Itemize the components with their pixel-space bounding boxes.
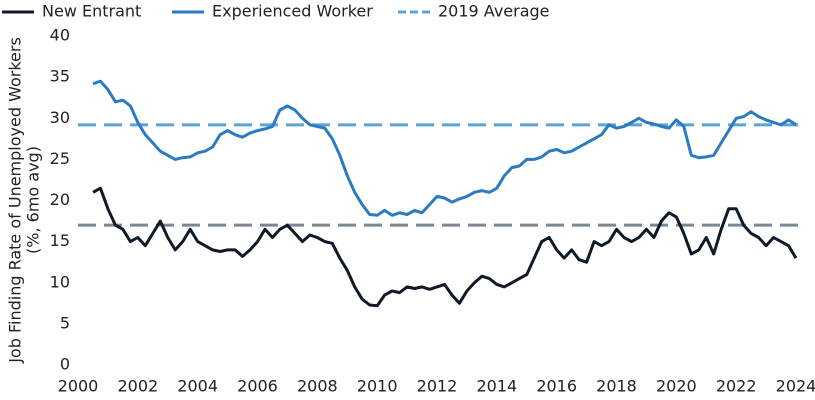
x-tick-label: 2014 xyxy=(476,377,517,396)
y-tick-label: 5 xyxy=(60,313,70,332)
y-tick-label: 30 xyxy=(50,108,70,127)
x-tick-label: 2018 xyxy=(596,377,637,396)
y-axis-label: Job Finding Rate of Unemployed Workers xyxy=(6,37,25,364)
y-tick-label: 25 xyxy=(50,149,70,168)
x-tick-label: 2016 xyxy=(536,377,577,396)
x-tick-label: 2020 xyxy=(656,377,697,396)
legend-label: Experienced Worker xyxy=(212,2,373,21)
series-line xyxy=(92,79,797,217)
x-tick-label: 2008 xyxy=(297,377,338,396)
y-axis-label: (%, 6mo avg) xyxy=(24,146,43,254)
x-tick-label: 2012 xyxy=(417,377,458,396)
x-tick-label: 2024 xyxy=(776,377,815,396)
x-tick-label: 2000 xyxy=(58,377,99,396)
y-tick-label: 10 xyxy=(50,272,70,291)
legend-label: New Entrant xyxy=(42,2,141,21)
x-tick-label: 2006 xyxy=(237,377,278,396)
x-tick-label: 2022 xyxy=(716,377,757,396)
legend-label: 2019 Average xyxy=(438,2,550,21)
y-tick-label: 0 xyxy=(60,355,70,374)
y-tick-label: 20 xyxy=(50,190,70,209)
y-tick-label: 35 xyxy=(50,67,70,86)
x-tick-label: 2002 xyxy=(117,377,158,396)
x-tick-label: 2010 xyxy=(357,377,398,396)
x-tick-label: 2004 xyxy=(177,377,218,396)
y-tick-label: 15 xyxy=(50,231,70,250)
series-line xyxy=(92,186,798,308)
y-tick-label: 40 xyxy=(50,26,70,45)
